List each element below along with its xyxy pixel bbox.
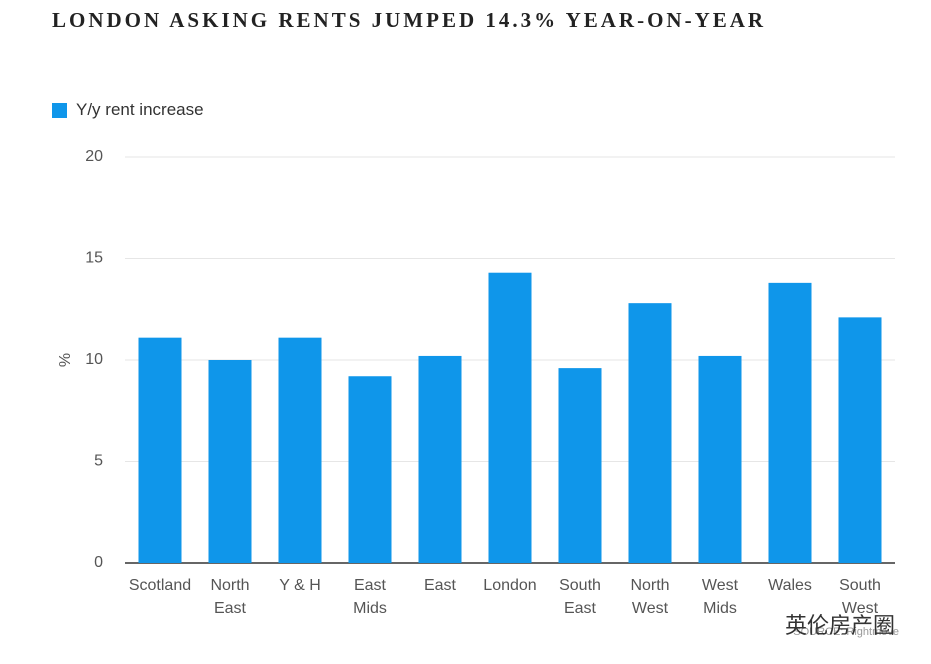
y-tick-label: 10 [85, 351, 103, 368]
x-tick-label: North West [630, 577, 670, 617]
x-tick-label: Wales [768, 577, 812, 594]
bar [838, 317, 882, 563]
x-tick-label: Y & H [279, 577, 321, 594]
x-tick-label: South West [839, 577, 881, 617]
x-tick-label: East [423, 577, 456, 594]
bar [628, 303, 672, 563]
x-tick-label: East Mids [353, 577, 387, 617]
bar [278, 337, 322, 563]
bar [558, 368, 602, 563]
watermark: 英伦房产圈 [785, 613, 896, 638]
legend: Y/y rent increase [52, 100, 204, 120]
bar [138, 337, 182, 563]
y-tick-label: 15 [85, 250, 103, 267]
chart-title: LONDON ASKING RENTS JUMPED 14.3% YEAR-ON… [52, 8, 767, 32]
bar [418, 355, 462, 563]
legend-swatch [52, 102, 67, 118]
x-tick-label: North East [210, 577, 250, 617]
y-axis-label: % [57, 353, 74, 367]
x-tick-label: West Mids [701, 577, 739, 617]
bar [208, 360, 252, 563]
legend-label: Y/y rent increase [76, 100, 204, 119]
bar [348, 376, 392, 563]
bar [488, 272, 532, 563]
y-tick-label: 5 [94, 453, 103, 470]
x-tick-label: London [483, 577, 537, 594]
source: SOURCE: Rightmove [793, 626, 899, 638]
x-tick-label: Scotland [128, 577, 192, 594]
x-tick-label: South East [559, 577, 601, 617]
y-tick-label: 20 [85, 148, 103, 165]
bar [698, 355, 742, 563]
bar [768, 282, 812, 563]
y-tick-label: 0 [94, 554, 103, 571]
